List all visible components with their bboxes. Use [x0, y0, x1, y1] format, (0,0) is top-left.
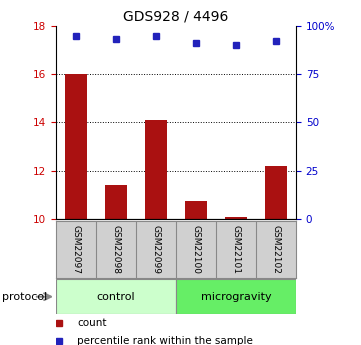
Text: protocol: protocol [2, 292, 47, 302]
Bar [145, 120, 167, 219]
Text: GSM22099: GSM22099 [152, 225, 161, 274]
Bar [105, 185, 127, 219]
Title: GDS928 / 4496: GDS928 / 4496 [123, 9, 229, 23]
Text: control: control [97, 292, 135, 302]
Text: count: count [77, 318, 107, 328]
Bar [65, 74, 87, 219]
Text: GSM22097: GSM22097 [71, 225, 81, 274]
Bar [176, 279, 296, 314]
Text: percentile rank within the sample: percentile rank within the sample [77, 336, 253, 345]
Text: microgravity: microgravity [201, 292, 271, 302]
Bar [225, 217, 247, 219]
Bar [56, 279, 176, 314]
Bar [265, 166, 287, 219]
Bar [185, 201, 207, 219]
Text: GSM22102: GSM22102 [271, 225, 280, 274]
Text: GSM22098: GSM22098 [112, 225, 121, 274]
Text: GSM22101: GSM22101 [231, 225, 240, 274]
Text: GSM22100: GSM22100 [191, 225, 200, 274]
